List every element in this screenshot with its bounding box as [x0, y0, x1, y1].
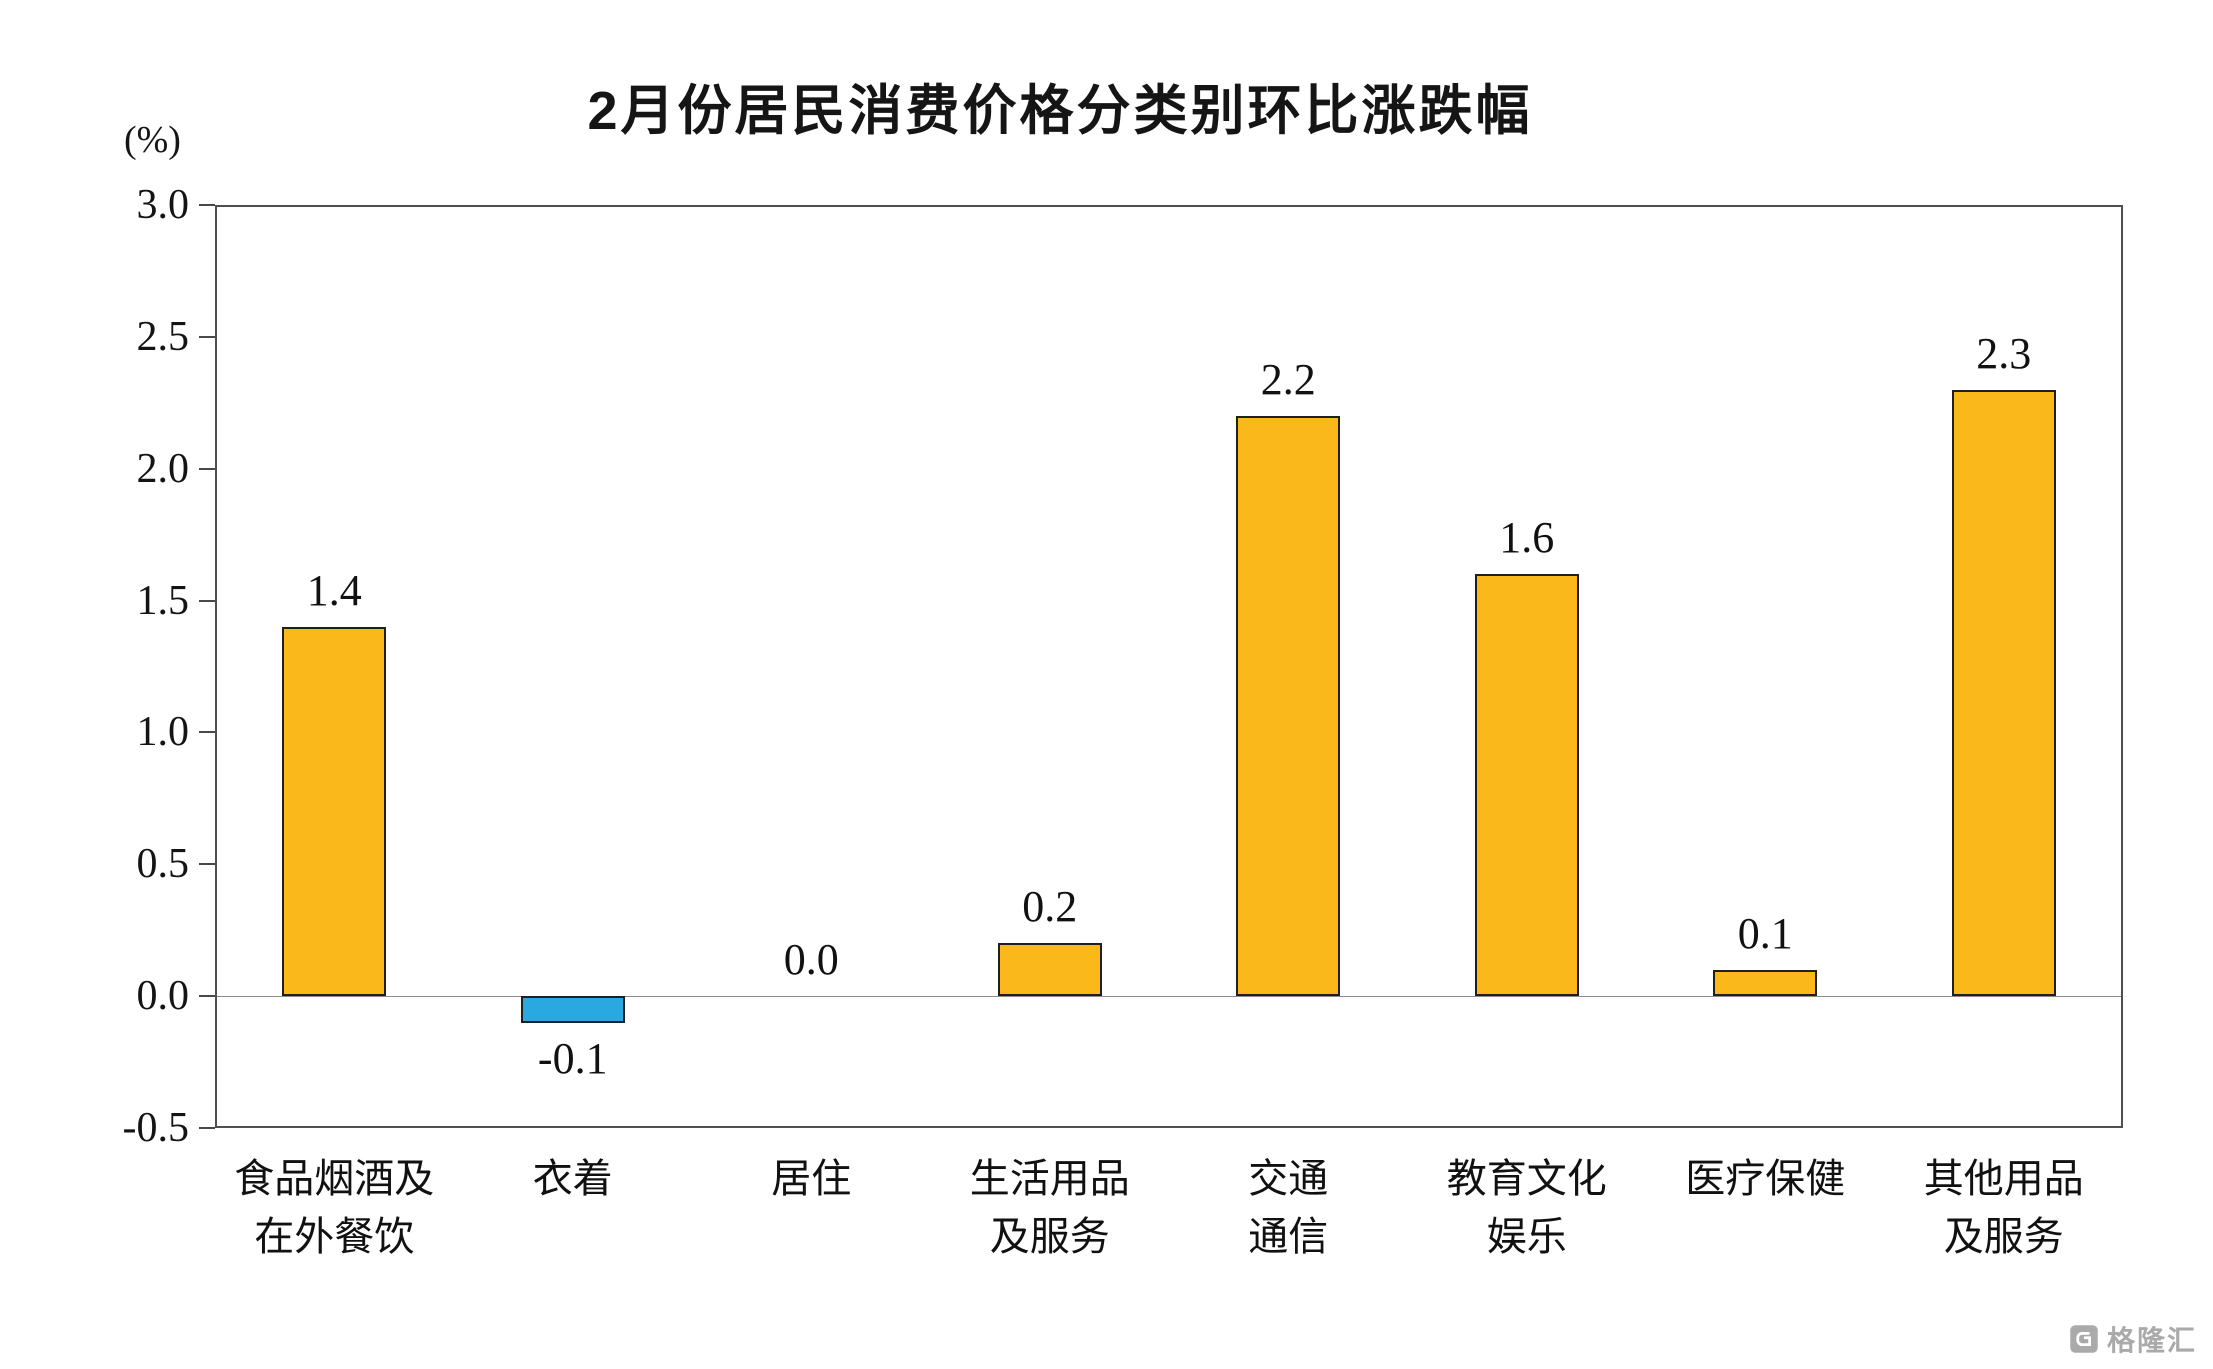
- zero-axis-line: [217, 995, 2121, 997]
- x-axis-label: 医疗保健: [1615, 1150, 1915, 1208]
- x-axis-label-line: 及服务: [989, 1214, 1110, 1259]
- bar-negative: [520, 996, 625, 1023]
- x-axis-label-line: 食品烟酒及: [234, 1156, 435, 1201]
- x-axis-label-line: 及服务: [1943, 1214, 2064, 1259]
- x-axis-label: 居住: [661, 1150, 961, 1208]
- x-axis-label: 食品烟酒及 在外餐饮: [184, 1150, 484, 1266]
- x-axis-label-line: 通信: [1248, 1214, 1329, 1259]
- x-axis-label-line: 衣着: [532, 1156, 613, 1201]
- x-axis-label: 衣着: [423, 1150, 723, 1208]
- y-tick-label: 2.0: [136, 445, 190, 492]
- x-axis-label-line: 娱乐: [1486, 1214, 1567, 1259]
- y-tick-label: 3.0: [136, 182, 190, 228]
- x-axis-label: 交通 通信: [1138, 1150, 1438, 1266]
- bar-positive: [997, 943, 1102, 997]
- y-tick-label: 0.0: [136, 973, 190, 1020]
- bar-positive: [1236, 415, 1341, 997]
- plot-area-border: [215, 205, 2123, 1128]
- x-axis-label-line: 教育文化: [1446, 1156, 1607, 1201]
- y-tick-label: 0.5: [136, 841, 190, 888]
- bar-value-label: 2.2: [1260, 354, 1316, 404]
- x-axis-label: 教育文化 娱乐: [1377, 1150, 1677, 1266]
- x-axis-label: 其他用品 及服务: [1854, 1150, 2154, 1266]
- x-axis-label-line: 在外餐饮: [254, 1214, 415, 1259]
- bar-value-label: -0.1: [537, 1033, 608, 1083]
- bar-value-label: 2.3: [1976, 328, 2032, 378]
- gelonghui-logo-icon: [2069, 1324, 2099, 1354]
- x-axis-label: 生活用品 及服务: [900, 1150, 1200, 1266]
- y-tick-label: 2.5: [136, 313, 190, 360]
- bar-positive: [1713, 969, 1818, 997]
- bar-value-label: 1.4: [306, 565, 362, 615]
- bar-value-label: 1.6: [1499, 513, 1555, 563]
- bar-positive: [1474, 574, 1579, 997]
- bar-value-label: 0.1: [1737, 908, 1793, 958]
- y-tick-mark: [199, 599, 215, 602]
- y-tick-mark: [199, 204, 215, 206]
- x-axis-label-line: 生活用品: [969, 1156, 1130, 1201]
- x-axis-label-line: 交通: [1248, 1156, 1329, 1201]
- y-tick-mark: [199, 995, 215, 998]
- y-tick-mark: [199, 467, 215, 470]
- bar-positive: [282, 626, 387, 997]
- x-axis-label-line: 居住: [771, 1156, 852, 1201]
- bar-positive: [1951, 389, 2056, 997]
- x-axis-label-line: 其他用品: [1923, 1156, 2084, 1201]
- y-tick-label: -0.5: [122, 1105, 190, 1151]
- y-tick-mark: [199, 863, 215, 866]
- y-tick-mark: [199, 335, 215, 338]
- y-tick-label: 1.5: [136, 577, 190, 624]
- gelonghui-watermark: 格隆汇: [2069, 1319, 2197, 1359]
- y-tick-label: 1.0: [136, 709, 190, 756]
- bar-value-label: 0.0: [783, 935, 839, 985]
- x-axis-label-line: 医疗保健: [1685, 1156, 1846, 1201]
- y-tick-mark: [199, 731, 215, 734]
- bar-value-label: 0.2: [1022, 882, 1078, 932]
- y-tick-mark: [199, 1127, 215, 1129]
- watermark-text: 格隆汇: [2106, 1325, 2197, 1356]
- chart-title: 2月份居民消费价格分类别环比涨跌幅: [587, 81, 1533, 141]
- y-axis-unit-label: (%): [124, 119, 181, 161]
